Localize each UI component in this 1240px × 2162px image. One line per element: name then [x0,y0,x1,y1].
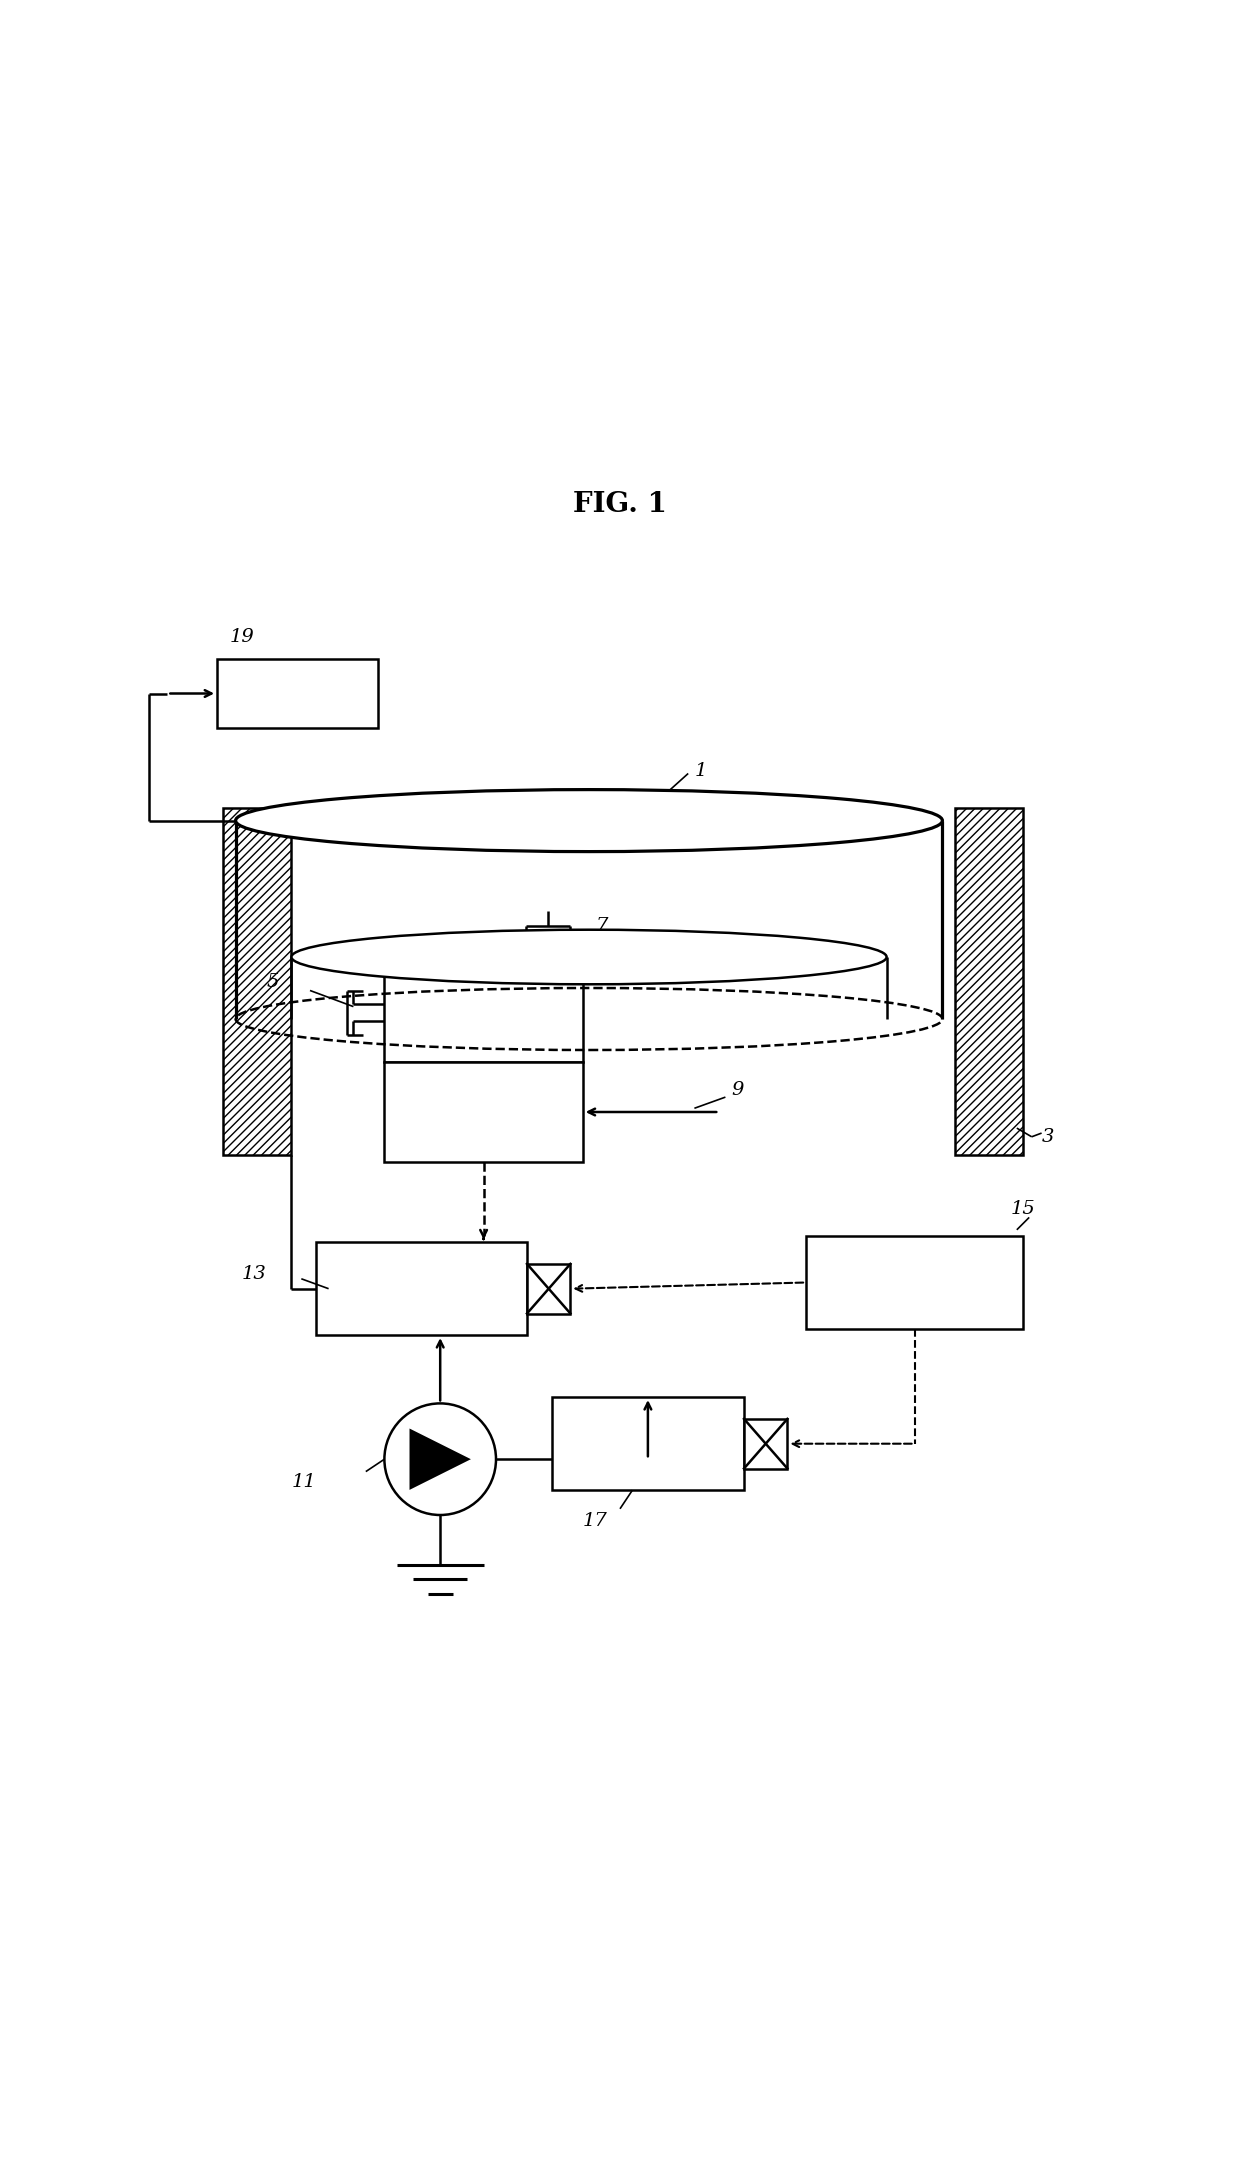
Text: 19: 19 [229,629,254,646]
Bar [316,1243,527,1336]
Bar [384,1062,583,1161]
Text: 3: 3 [1042,1129,1054,1146]
Bar [955,809,1023,1155]
Text: 5: 5 [267,973,279,990]
Bar [217,659,378,729]
Text: 13: 13 [242,1265,267,1282]
Circle shape [384,1403,496,1516]
Text: 7: 7 [595,917,608,934]
Bar [552,1397,744,1490]
Bar [806,1237,1023,1330]
Text: 15: 15 [1011,1200,1035,1217]
Bar [744,1418,787,1468]
Text: 17: 17 [583,1511,608,1531]
Text: FIG. 1: FIG. 1 [573,491,667,519]
Text: 11: 11 [291,1472,316,1490]
Ellipse shape [236,789,942,852]
Bar [223,809,291,1155]
Ellipse shape [291,930,887,984]
Polygon shape [409,1429,471,1490]
Bar [527,1265,570,1314]
Text: 1: 1 [694,761,707,780]
Bar [384,964,583,1062]
Text: 9: 9 [732,1081,744,1098]
